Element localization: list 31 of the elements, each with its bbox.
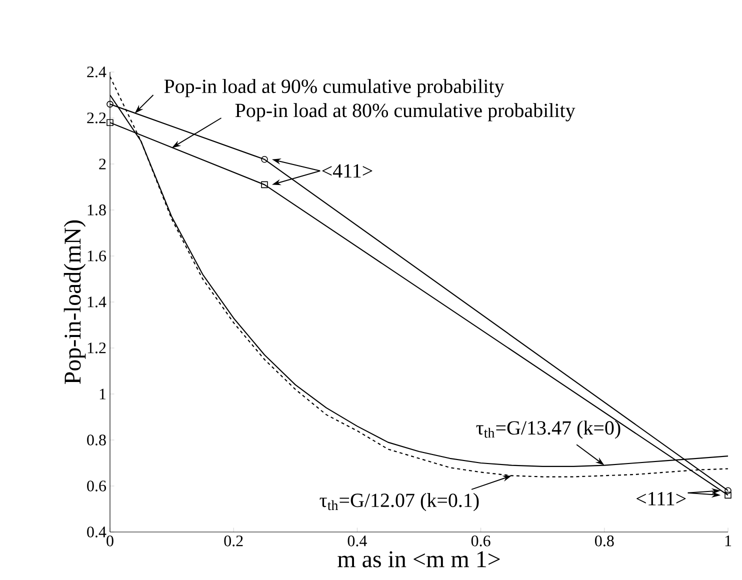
point: [724, 487, 732, 494]
y-tick-label: 2.2: [87, 112, 106, 124]
x-tick-label: 0.2: [224, 536, 243, 546]
y-tick-label: 1.6: [88, 250, 106, 262]
y-tick-label: 2.4: [87, 66, 106, 78]
y-tick-label: 0.6: [87, 480, 106, 492]
point: [261, 156, 268, 163]
y-tick-label: 1.2: [88, 342, 106, 354]
point: [106, 100, 114, 108]
annotation: <411>: [322, 164, 372, 178]
annotation: Pop-in load at 90% cumulative probability: [164, 79, 504, 98]
y-tick-label: 1.4: [88, 296, 106, 308]
annotation: <111>: [636, 492, 686, 506]
point: [106, 119, 114, 126]
x-tick-label: 0.4: [348, 536, 367, 546]
y-tick-label: 2: [99, 158, 106, 170]
annotation: τ$_{th}$=G/13.47 (k=0): [476, 420, 620, 439]
x-axis-title: m as in <m m 1>: [338, 551, 500, 568]
y-tick-label: 0.8: [87, 434, 106, 446]
x-tick-label: 0: [106, 536, 114, 546]
y-tick-label: 1: [100, 388, 106, 400]
point: [261, 181, 268, 188]
y-tick-label: 0.4: [87, 526, 106, 538]
annotation: Pop-in load at 80% cumulative probability: [235, 103, 576, 122]
x-tick-label: 0.6: [471, 536, 490, 546]
y-tick-label: 1.8: [88, 204, 106, 216]
x-tick-label: 0.8: [595, 536, 614, 546]
annotation: τ$_{th}$=G/12.07 (k=0.1): [320, 493, 479, 512]
x-tick-label: 1: [725, 536, 732, 546]
point: [724, 492, 732, 499]
y-axis-title: Pop-in-load(mN): [64, 220, 86, 384]
